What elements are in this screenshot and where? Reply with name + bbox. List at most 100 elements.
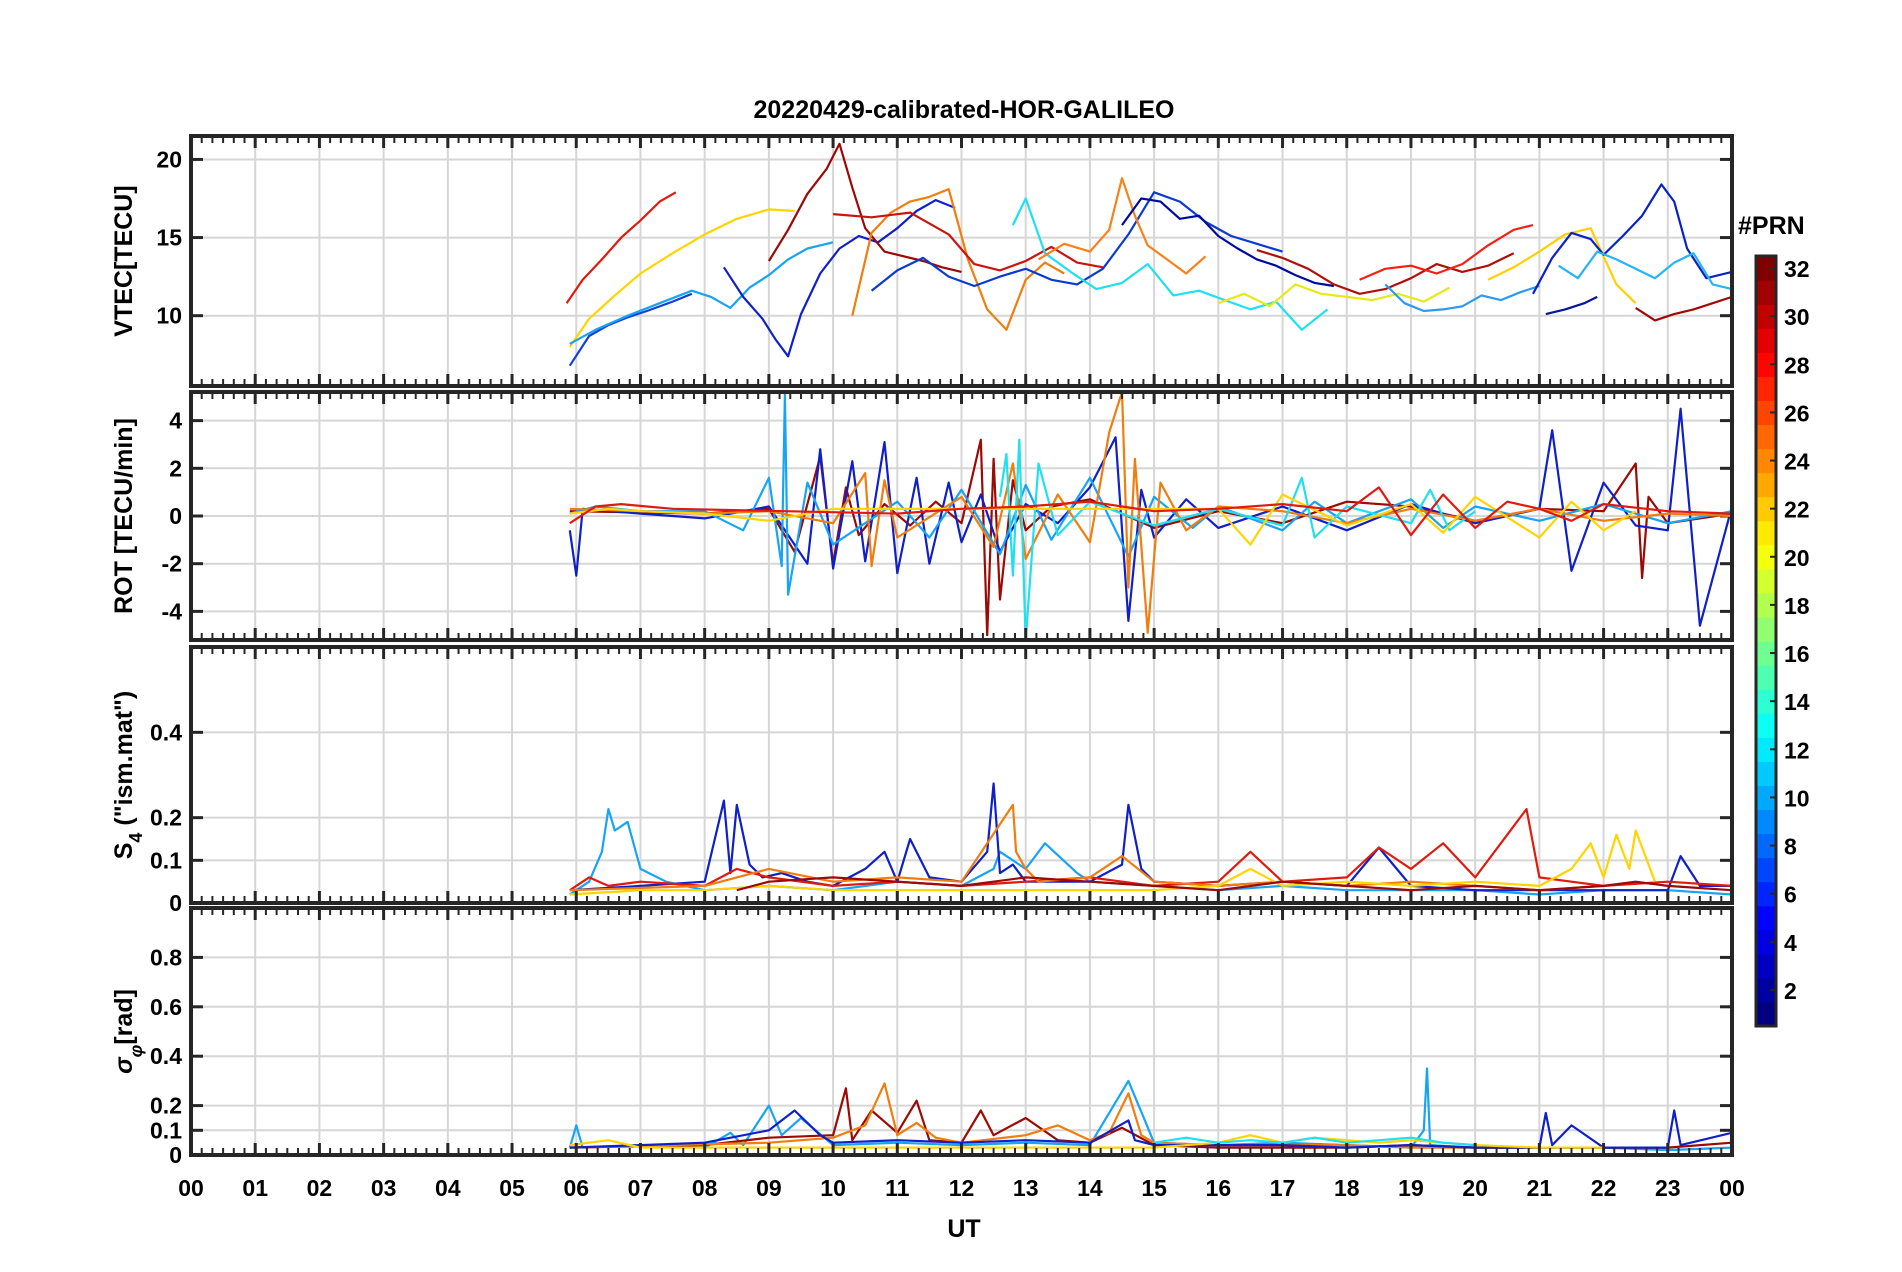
colorbar-segment — [1756, 472, 1776, 498]
colorbar-tick-label: 16 — [1784, 641, 1810, 667]
y-tick-label: -2 — [162, 551, 182, 577]
colorbar-segment — [1756, 616, 1776, 642]
x-tick-label: 09 — [756, 1175, 782, 1201]
x-tick-label: 00 — [1719, 1175, 1745, 1201]
panel-rot: -4 -2 0 2 4 ROT [TECU/min] — [110, 390, 1734, 642]
x-tick-label: 07 — [628, 1175, 654, 1201]
colorbar-tick-label: 2 — [1784, 978, 1797, 1004]
panel-frame — [189, 134, 1734, 388]
series-prn-27 — [569, 486, 1732, 537]
series-prn-3 — [568, 407, 1732, 627]
y-tick-label: 15 — [156, 225, 182, 251]
colorbar-segment — [1756, 400, 1776, 426]
series-group — [568, 392, 1732, 640]
x-tick-label: 22 — [1591, 1175, 1617, 1201]
series-prn-27 — [565, 191, 677, 304]
colorbar-tick-label: 26 — [1784, 400, 1810, 426]
x-tick-label: 20 — [1462, 1175, 1488, 1201]
y-axis-label-s4: S4 ("ism.mat") — [110, 691, 146, 860]
colorbar-tick-label: 10 — [1784, 785, 1810, 811]
colorbar-title: #PRN — [1738, 212, 1805, 240]
x-tick-label: 18 — [1334, 1175, 1360, 1201]
series-prn-24 — [569, 1082, 1540, 1149]
series-prn-21 — [569, 493, 1637, 546]
colorbar-segment — [1756, 689, 1776, 714]
colorbar-tick-label: 22 — [1784, 497, 1810, 523]
series-prn-3 — [722, 199, 956, 358]
series-prn-12 — [998, 438, 1476, 640]
y-axis-label-rot: ROT [TECU/min] — [110, 418, 138, 614]
y-tick-label: 0.4 — [150, 719, 182, 745]
panel-frame — [189, 645, 1734, 905]
colorbar-tick-label: 24 — [1784, 449, 1810, 475]
colorbar-segment — [1756, 953, 1776, 979]
y-tick-label: 0.1 — [150, 1117, 182, 1143]
colorbar-tick-label: 4 — [1784, 930, 1797, 956]
colorbar-segment — [1756, 304, 1776, 329]
series-prn-29 — [833, 211, 1103, 272]
series-prn-9 — [1384, 283, 1540, 313]
colorbar-frame — [1754, 254, 1778, 1028]
series-group — [565, 142, 1732, 367]
x-tick-label: 19 — [1398, 1175, 1424, 1201]
x-tick-label: 06 — [563, 1175, 589, 1201]
panel-sigma: 00.10.2 0.4 0.6 0.8σφ[rad] — [110, 906, 1734, 1168]
colorbar-segment — [1756, 857, 1776, 883]
x-tick-label: 08 — [692, 1175, 718, 1201]
colorbar-segment — [1756, 641, 1776, 666]
x-tick-label: 02 — [307, 1175, 333, 1201]
series-prn-4 — [1532, 183, 1732, 295]
x-tick-label: 12 — [949, 1175, 975, 1201]
colorbar-segment — [1756, 544, 1776, 570]
x-tick-label: 04 — [435, 1175, 461, 1201]
y-tick-label: 2 — [169, 455, 182, 481]
colorbar-segment — [1756, 520, 1776, 546]
series-prn-3 — [569, 782, 1732, 892]
series-group — [568, 1067, 1732, 1152]
x-tick-label: 01 — [242, 1175, 268, 1201]
panel-vtec: 10 15 20 VTEC[TECU] — [110, 134, 1734, 388]
series-prn-6 — [870, 191, 1283, 292]
x-tick-label: 00 — [178, 1175, 204, 1201]
x-tick-label: 16 — [1206, 1175, 1232, 1201]
series-prn-1 — [1121, 197, 1335, 288]
series-prn-24 — [569, 392, 1732, 634]
colorbar-segment — [1756, 737, 1776, 762]
y-tick-label: 0 — [169, 890, 182, 916]
series-prn-20 — [1217, 283, 1451, 308]
x-tick-label: 17 — [1270, 1175, 1296, 1201]
y-tick-label: 4 — [169, 408, 182, 434]
x-tick-label: 14 — [1077, 1175, 1103, 1201]
colorbar-tick-label: 20 — [1784, 545, 1810, 571]
series-prn-10 — [569, 807, 1732, 896]
colorbar-segment — [1756, 665, 1776, 690]
colorbar-tick-label: 32 — [1784, 256, 1810, 282]
series-prn-12 — [1153, 1136, 1476, 1147]
series-prn-21 — [568, 208, 795, 348]
y-tick-label: 0 — [169, 503, 182, 529]
colorbar-segment — [1756, 809, 1776, 835]
series-prn-10 — [568, 1067, 1732, 1152]
x-tick-label: 21 — [1527, 1175, 1553, 1201]
colorbar-segment — [1756, 785, 1776, 811]
colorbar-segment — [1756, 256, 1776, 281]
x-tick-label: 03 — [371, 1175, 397, 1201]
panel-s4: 0 0.1 0.2 0.4S4 ("ism.mat") — [110, 645, 1734, 916]
colorbar-segment — [1756, 568, 1776, 594]
series-prn-28 — [1359, 224, 1534, 281]
series-prn-19 — [1487, 227, 1637, 304]
colorbar-segment — [1756, 713, 1776, 738]
x-tick-label: 05 — [499, 1175, 525, 1201]
y-axis-label-vtec: VTEC[TECU] — [110, 185, 138, 336]
colorbar-tick-label: 8 — [1784, 834, 1797, 860]
colorbar-segment — [1756, 881, 1776, 907]
y-tick-label: 0.8 — [150, 944, 182, 970]
colorbar-tick-label: 28 — [1784, 352, 1810, 378]
series-prn-21 — [569, 829, 1657, 896]
colorbar-tick-label: 18 — [1784, 593, 1810, 619]
x-axis-label: UT — [947, 1215, 980, 1243]
colorbar-segment — [1756, 977, 1776, 1003]
series-prn-11 — [1558, 250, 1732, 291]
